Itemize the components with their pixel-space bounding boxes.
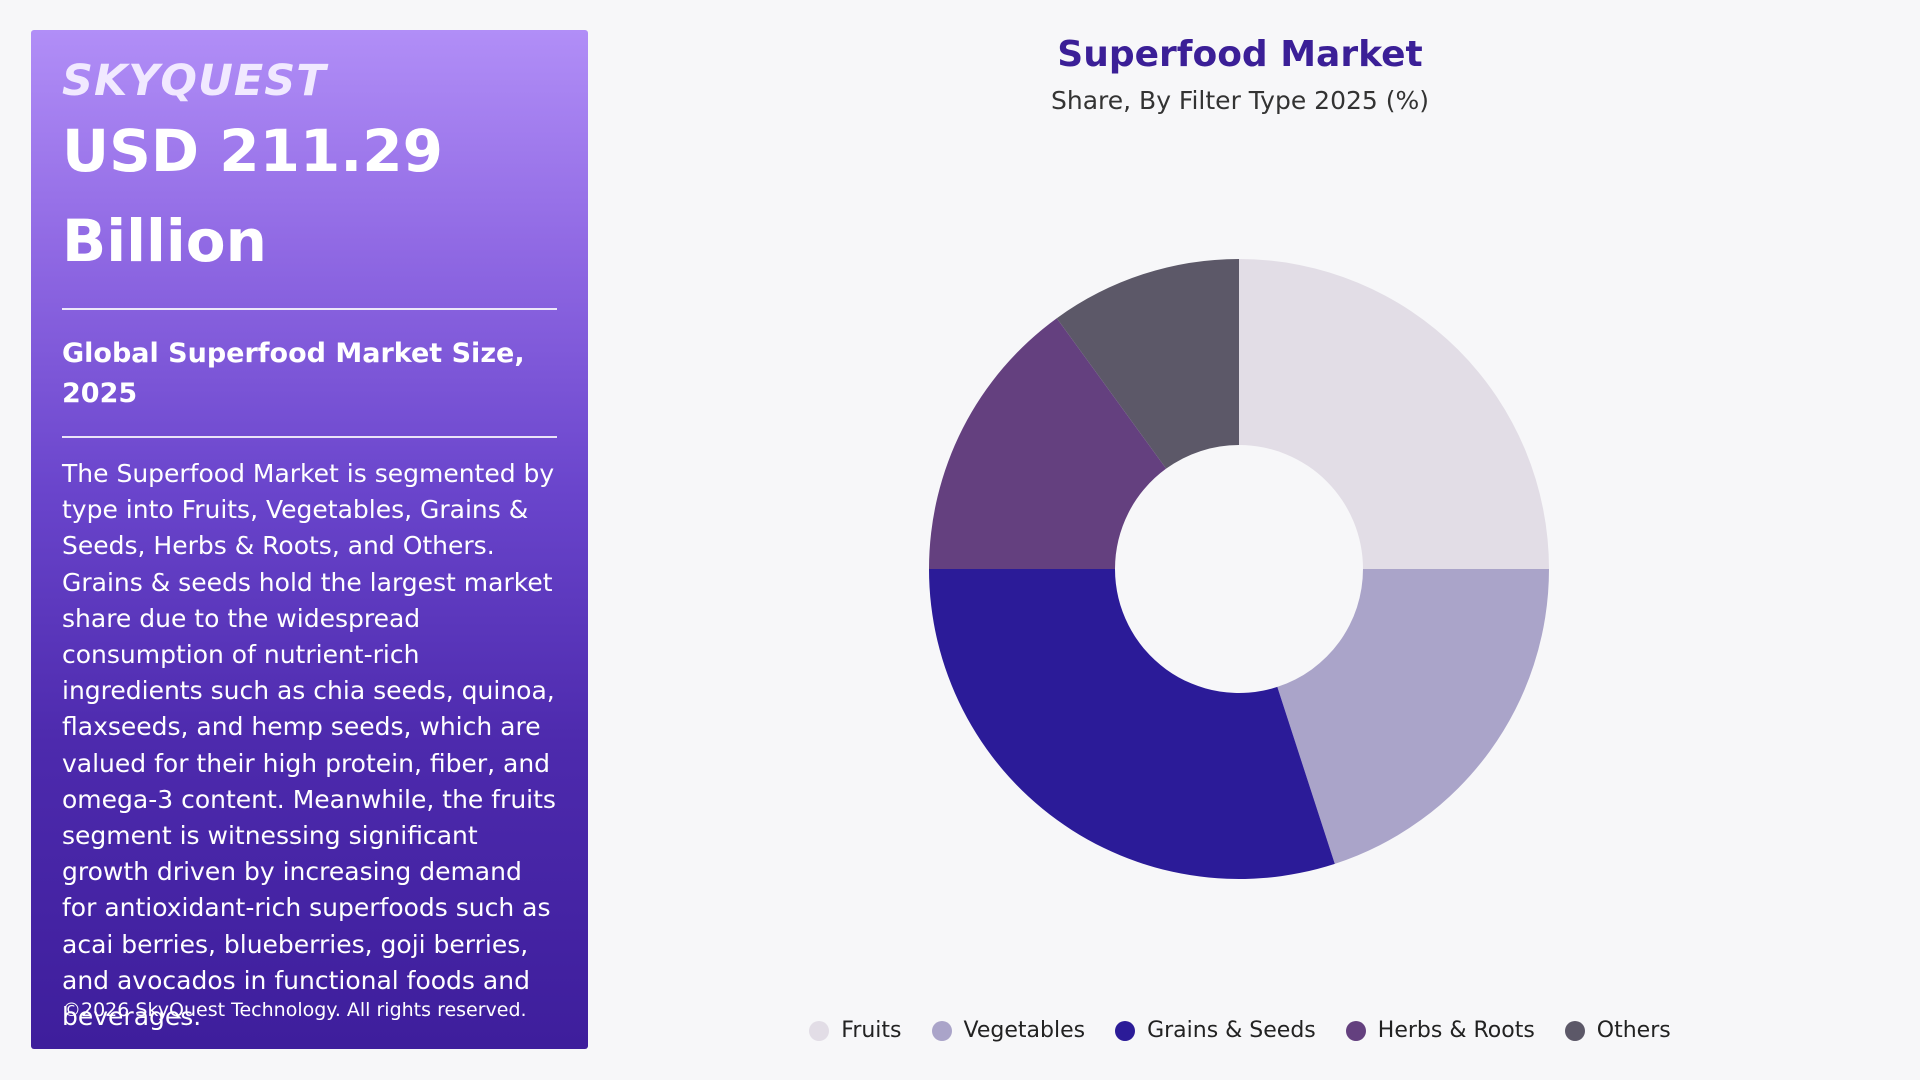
- copyright-text: ©2026 SkyQuest Technology. All rights re…: [62, 999, 527, 1021]
- chart-legend: Fruits Vegetables Grains & Seeds Herbs & Ro…: [640, 1018, 1840, 1043]
- skyquest-logo: SKYQUEST: [62, 56, 327, 106]
- legend-label: Grains & Seeds: [1147, 1018, 1316, 1043]
- legend-swatch: [1115, 1020, 1136, 1041]
- donut-slice-herbs-roots[interactable]: [929, 318, 1167, 569]
- legend-item-vegetables[interactable]: Vegetables: [931, 1018, 1086, 1043]
- donut-slice-others[interactable]: [1056, 259, 1239, 469]
- legend-swatch: [1564, 1020, 1585, 1041]
- market-size-value: USD 211.29 Billion: [62, 106, 557, 286]
- legend-item-herbs-roots[interactable]: Herbs & Roots: [1345, 1018, 1535, 1043]
- legend-label: Vegetables: [963, 1018, 1086, 1043]
- donut-slice-grains-seeds[interactable]: [929, 569, 1335, 880]
- legend-swatch: [1345, 1020, 1366, 1041]
- legend-swatch: [931, 1020, 952, 1041]
- divider: [62, 436, 557, 438]
- legend-label: Others: [1596, 1018, 1671, 1043]
- divider: [62, 308, 557, 310]
- market-size-unit: Billion: [62, 207, 267, 275]
- market-description: The Superfood Market is segmented by typ…: [62, 459, 556, 1032]
- legend-swatch: [809, 1020, 830, 1041]
- donut-slice-vegetables[interactable]: [1277, 569, 1549, 864]
- legend-label: Herbs & Roots: [1377, 1018, 1535, 1043]
- legend-item-fruits[interactable]: Fruits: [809, 1018, 902, 1043]
- chart-title: Superfood Market: [1057, 34, 1423, 75]
- donut-chart: [929, 259, 1549, 880]
- legend-item-others[interactable]: Others: [1564, 1018, 1671, 1043]
- market-summary-panel: SKYQUEST USD 211.29 Billion Global Super…: [31, 30, 588, 1049]
- market-size-subtitle: Global Superfood Market Size, 2025: [62, 338, 525, 409]
- legend-item-grains-seeds[interactable]: Grains & Seeds: [1115, 1018, 1316, 1043]
- chart-subtitle: Share, By Filter Type 2025 (%): [1051, 86, 1429, 115]
- legend-label: Fruits: [841, 1018, 902, 1043]
- market-size-amount: USD 211.29: [62, 117, 444, 185]
- donut-slice-fruits[interactable]: [1239, 259, 1549, 569]
